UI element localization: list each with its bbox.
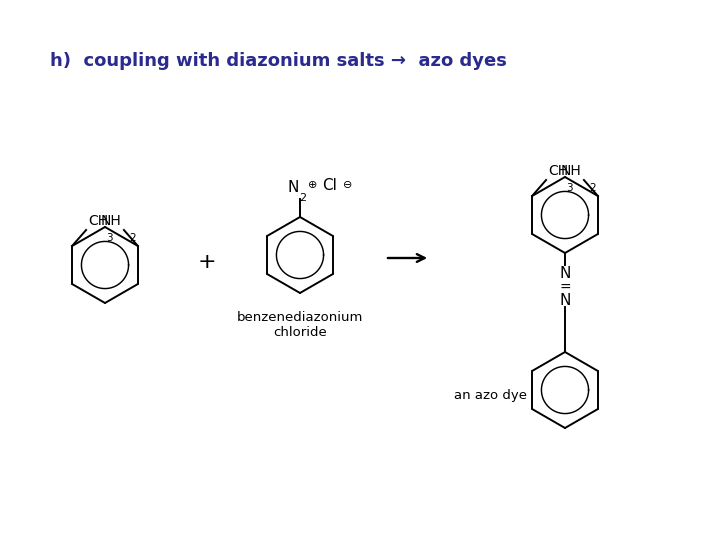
Text: 3: 3 xyxy=(566,183,572,193)
Text: CH: CH xyxy=(548,164,568,178)
Text: h)  coupling with diazonium salts →  azo dyes: h) coupling with diazonium salts → azo d… xyxy=(50,52,507,70)
Text: an azo dye: an azo dye xyxy=(454,388,526,402)
Text: chloride: chloride xyxy=(273,326,327,339)
Text: N: N xyxy=(559,293,571,308)
Text: NH: NH xyxy=(100,214,121,228)
Text: CH: CH xyxy=(88,214,108,228)
Text: benzenediazonium: benzenediazonium xyxy=(237,311,363,324)
Text: 2: 2 xyxy=(129,233,135,243)
Text: ⊖: ⊖ xyxy=(343,180,352,190)
Text: +: + xyxy=(198,252,216,272)
Text: Cl: Cl xyxy=(322,178,337,193)
Text: 3: 3 xyxy=(106,233,113,243)
Text: N: N xyxy=(559,266,571,281)
Text: 2: 2 xyxy=(589,183,595,193)
Text: =: = xyxy=(559,281,571,295)
Text: NH: NH xyxy=(560,164,581,178)
Text: N: N xyxy=(287,180,299,195)
Text: 2: 2 xyxy=(299,193,306,203)
Text: ⊕: ⊕ xyxy=(308,180,318,190)
